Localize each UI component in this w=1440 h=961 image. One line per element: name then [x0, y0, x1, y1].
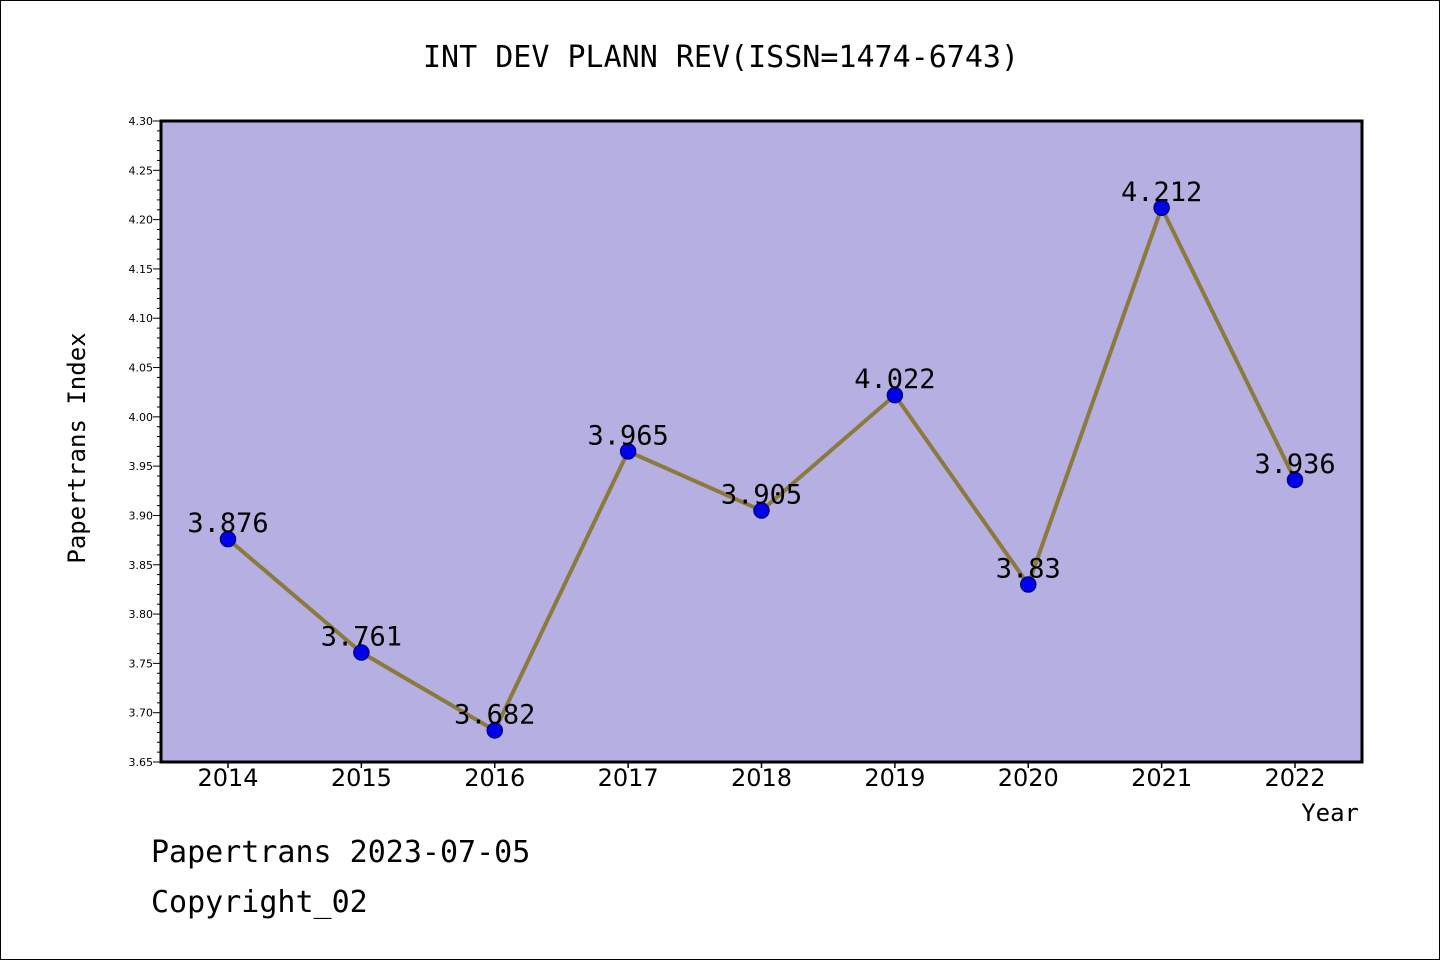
y-tick-label: 3.85 — [129, 559, 154, 572]
x-axis-label: Year — [1301, 799, 1359, 827]
data-point — [1286, 471, 1304, 489]
footer-copyright: Copyright_02 — [151, 885, 368, 920]
data-point — [353, 644, 370, 661]
data-label: 3.905 — [721, 480, 802, 511]
y-tick-label: 4.05 — [129, 362, 154, 375]
x-tick-label: 2015 — [331, 764, 392, 792]
y-tick-label: 4.25 — [129, 164, 154, 177]
data-label: 4.212 — [1121, 177, 1202, 208]
data-point — [1153, 199, 1170, 217]
y-tick-label: 3.75 — [129, 657, 154, 670]
y-tick-label: 4.30 — [129, 115, 154, 128]
data-label: 4.022 — [854, 364, 935, 395]
footer-date: Papertrans 2023-07-05 — [151, 835, 531, 870]
y-tick-label: 3.90 — [129, 509, 154, 522]
data-label: 3.761 — [321, 622, 402, 653]
x-tick-label: 2021 — [1131, 764, 1192, 792]
y-tick-label: 3.70 — [129, 707, 154, 720]
data-label: 3.876 — [187, 508, 268, 539]
y-tick-label: 3.65 — [129, 756, 154, 769]
data-label: 3.83 — [996, 553, 1061, 584]
y-tick-label: 4.20 — [129, 214, 154, 227]
x-tick-label: 2020 — [998, 764, 1059, 792]
x-axis: 2014 2015 2016 2017 2018 2019 2020 2021 2022 — [197, 762, 1326, 792]
x-tick-label: 2018 — [731, 764, 792, 792]
data-point — [486, 722, 503, 739]
data-label: 3.965 — [587, 420, 668, 451]
data-label: 3.682 — [454, 699, 535, 730]
x-tick-label: 2016 — [464, 764, 525, 792]
data-point — [219, 530, 237, 548]
data-point — [753, 502, 770, 519]
y-tick-label: 4.10 — [129, 312, 154, 325]
chart-title: INT DEV PLANN REV(ISSN=1474-6743) — [423, 40, 1019, 75]
y-tick-label: 3.95 — [129, 460, 154, 473]
data-labels: 3.876 3.761 3.682 3.965 3.905 4.022 3.83 4.212 3… — [187, 177, 1335, 731]
plot-area — [159, 119, 1364, 764]
y-tick-label: 4.15 — [129, 263, 154, 276]
y-axis-label: Papertrans Index — [63, 332, 91, 563]
x-tick-label: 2017 — [598, 764, 659, 792]
data-point — [886, 386, 904, 404]
y-axis: 3.65 3.70 3.75 3.80 3.85 3.90 3.95 4.00 4.05 4.10… — [129, 115, 162, 769]
y-tick-label: 4.00 — [129, 411, 154, 424]
x-tick-label: 2014 — [197, 764, 258, 792]
data-point — [619, 443, 637, 460]
series — [219, 199, 1304, 739]
y-tick-label: 3.80 — [129, 608, 154, 621]
x-tick-label: 2019 — [864, 764, 925, 792]
data-point — [1020, 576, 1037, 593]
data-label: 3.936 — [1254, 449, 1335, 480]
x-tick-label: 2022 — [1264, 764, 1325, 792]
